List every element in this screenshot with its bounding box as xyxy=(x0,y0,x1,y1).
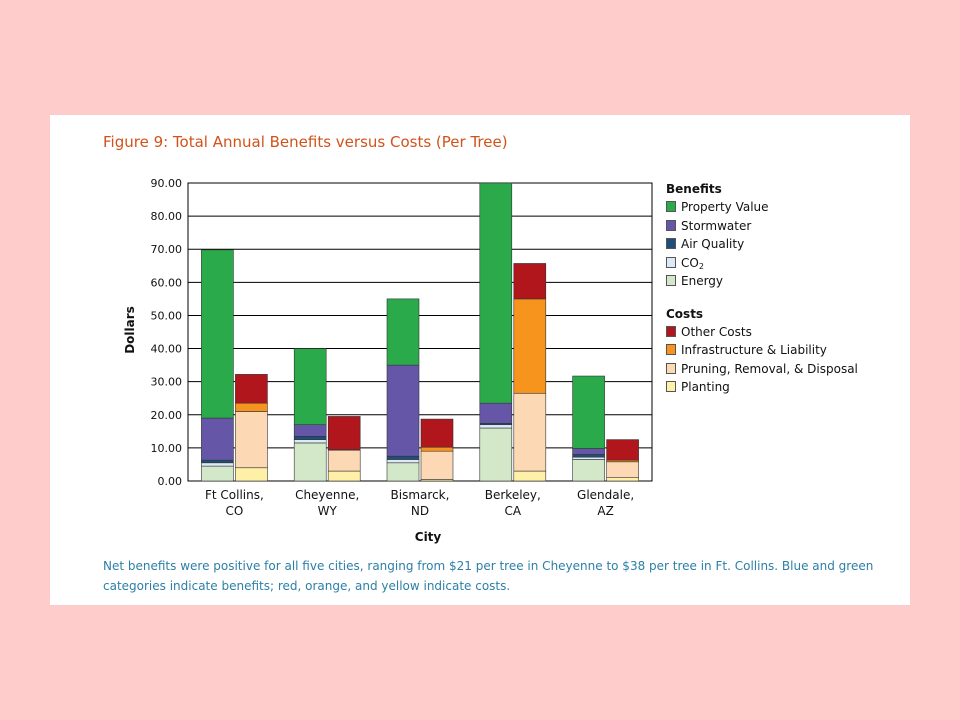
legend-label-planting: Planting xyxy=(681,380,730,394)
bar-segment-costs-other xyxy=(420,418,454,448)
x-tick-label: Cheyenne, xyxy=(295,488,359,502)
bar-segment-benefits-energy xyxy=(479,427,513,482)
legend-label-pruning: Pruning, Removal, & Disposal xyxy=(681,361,858,376)
y-axis-label: Dollars xyxy=(123,306,137,354)
swatch-infrastructure xyxy=(666,344,676,355)
legend-label-stormwater: Stormwater xyxy=(681,218,752,233)
x-tick-label: CA xyxy=(505,504,522,518)
legend-item-co2: CO2 xyxy=(666,254,858,273)
bar-segment-benefits-co2 xyxy=(386,459,420,464)
bar-segment-costs-pruning xyxy=(420,450,454,480)
bar-segment-costs-pruning xyxy=(513,392,547,472)
bar-segment-benefits-stormwater xyxy=(479,402,513,424)
legend-benefits-heading: Benefits xyxy=(666,182,722,196)
swatch-pruning xyxy=(666,362,676,374)
y-tick-label: 30.00 xyxy=(151,376,183,389)
bar-segment-costs-infrastructure xyxy=(513,298,547,394)
bar-segment-costs-other xyxy=(327,416,361,450)
y-tick-label: 0.00 xyxy=(158,475,183,488)
figure-caption: Net benefits were positive for all five … xyxy=(103,559,874,593)
legend-item-energy: Energy xyxy=(666,272,858,291)
y-tick-label: 60.00 xyxy=(151,276,183,289)
legend-item-planting: Planting xyxy=(666,378,858,397)
bar-segment-costs-pruning xyxy=(327,449,361,472)
legend-item-property-value: Property Value xyxy=(666,198,858,217)
bar-segment-benefits-energy xyxy=(293,442,327,482)
legend-item-other-costs: Other Costs xyxy=(666,323,858,342)
bar-segment-costs-planting xyxy=(235,467,268,482)
bar-segment-benefits-air_quality xyxy=(572,454,605,458)
swatch-co2 xyxy=(666,256,676,268)
bar-segment-costs-other xyxy=(513,263,547,300)
bar-segment-costs-planting xyxy=(606,477,639,482)
y-tick-label: 80.00 xyxy=(151,210,183,223)
bar-segment-benefits-property_value xyxy=(293,348,327,426)
swatch-planting xyxy=(666,381,676,392)
y-tick-label: 40.00 xyxy=(151,343,183,356)
bar-segment-benefits-air_quality xyxy=(293,435,327,440)
legend-label-property-value: Property Value xyxy=(681,200,769,214)
y-tick-label: 70.00 xyxy=(151,243,183,256)
legend-label-air-quality: Air Quality xyxy=(681,237,745,251)
legend-item-pruning: Pruning, Removal, & Disposal xyxy=(666,360,858,379)
legend-label-other-costs: Other Costs xyxy=(681,324,752,339)
x-tick-label: Berkeley, xyxy=(485,488,541,502)
bar-segment-benefits-stormwater xyxy=(201,417,234,461)
legend-costs-heading: Costs xyxy=(666,306,704,321)
bar-segment-costs-infrastructure xyxy=(420,446,454,452)
bar-segment-costs-other xyxy=(606,439,639,461)
swatch-energy xyxy=(666,275,676,286)
bar-segment-benefits-property_value xyxy=(572,375,605,449)
legend-item-stormwater: Stormwater xyxy=(666,217,858,236)
bar-segment-benefits-property_value xyxy=(479,182,513,404)
bar-segment-benefits-property_value xyxy=(386,298,420,366)
bar-segment-benefits-stormwater xyxy=(386,364,420,457)
figure-panel: Figure 9: Total Annual Benefits versus C… xyxy=(50,115,910,605)
legend-label-infrastructure: Infrastructure & Liability xyxy=(681,343,827,357)
y-tick-label: 90.00 xyxy=(151,177,183,190)
x-tick-label: WY xyxy=(318,504,338,518)
stacked-bar-chart: 0.00 10.00 20.00 30.00 40.00 50.00 60.00 70.00 8… xyxy=(151,177,653,518)
figure-title: Figure 9: Total Annual Benefits versus C… xyxy=(103,133,508,151)
bar-segment-benefits-air_quality xyxy=(386,455,420,460)
bar-segment-benefits-co2 xyxy=(293,439,327,444)
x-axis-label: City xyxy=(414,530,442,544)
y-tick-label: 20.00 xyxy=(151,409,183,422)
legend-label-energy: Energy xyxy=(681,274,724,288)
bar-segment-costs-infrastructure xyxy=(235,402,268,412)
swatch-stormwater xyxy=(666,219,676,231)
legend-label-co2: CO2 xyxy=(681,255,704,271)
bar-segment-costs-other xyxy=(235,374,268,404)
x-tick-label: Bismarck, xyxy=(391,488,450,502)
bar-segment-benefits-energy xyxy=(201,465,234,482)
bar-segment-benefits-energy xyxy=(572,459,605,482)
plot-frame xyxy=(187,182,653,482)
bar-segment-benefits-energy xyxy=(386,462,420,482)
x-tick-label: Glendale, xyxy=(577,488,634,502)
bar-segment-costs-planting xyxy=(327,470,361,482)
legend-item-air-quality: Air Quality xyxy=(666,235,858,254)
swatch-air-quality xyxy=(666,238,676,249)
bar-segment-benefits-stormwater xyxy=(293,424,327,437)
bar-segment-benefits-co2 xyxy=(201,462,234,467)
x-tick-label: CO xyxy=(225,504,243,518)
x-tick-label: AZ xyxy=(597,504,613,518)
bar-segment-costs-planting xyxy=(513,470,547,482)
bar-segment-benefits-air_quality xyxy=(201,459,234,464)
y-tick-label: 50.00 xyxy=(151,309,183,322)
bar-segment-costs-pruning xyxy=(235,411,268,469)
swatch-property-value xyxy=(666,201,676,212)
bar-segment-benefits-co2 xyxy=(479,424,513,429)
y-tick-label: 10.00 xyxy=(151,442,183,455)
legend: Benefits Property Value Stormwater Air Q… xyxy=(666,180,858,397)
swatch-other-costs xyxy=(666,325,676,337)
bar-segment-benefits-stormwater xyxy=(572,448,605,455)
legend-item-infrastructure: Infrastructure & Liability xyxy=(666,341,858,360)
bar-segment-benefits-property_value xyxy=(201,249,234,419)
x-tick-label: Ft Collins, xyxy=(205,488,264,502)
bar-segment-benefits-co2 xyxy=(572,456,605,460)
bar-segment-costs-pruning xyxy=(606,461,639,478)
x-tick-label: ND xyxy=(411,504,429,518)
